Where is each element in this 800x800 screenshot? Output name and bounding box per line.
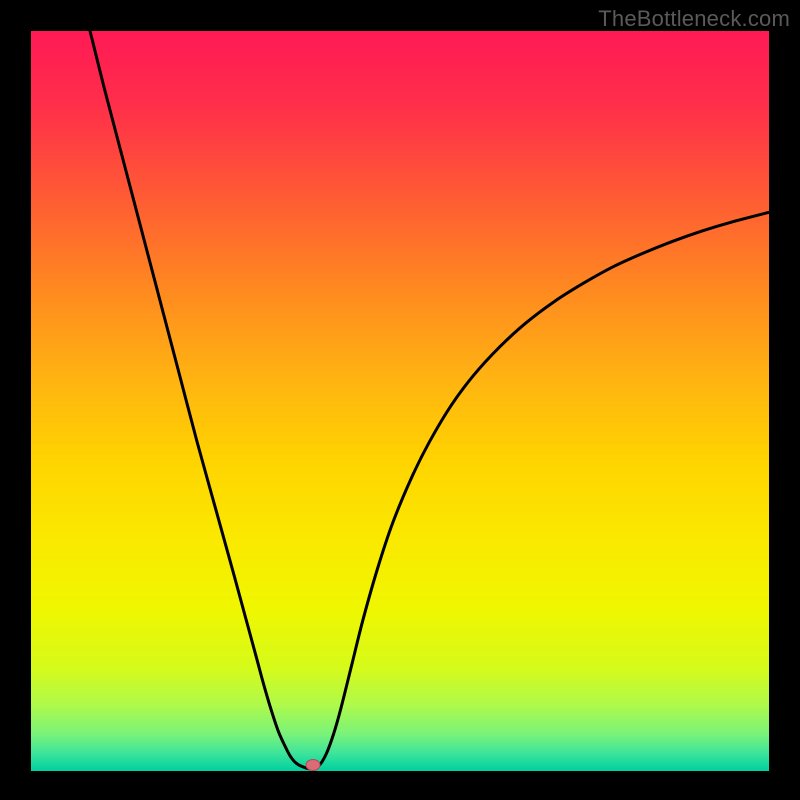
watermark-text: TheBottleneck.com (598, 6, 790, 32)
bottleneck-curve (31, 31, 769, 771)
curve-path (90, 31, 769, 769)
chart-container: TheBottleneck.com (0, 0, 800, 800)
plot-area (31, 31, 769, 771)
optimum-marker (305, 759, 320, 771)
